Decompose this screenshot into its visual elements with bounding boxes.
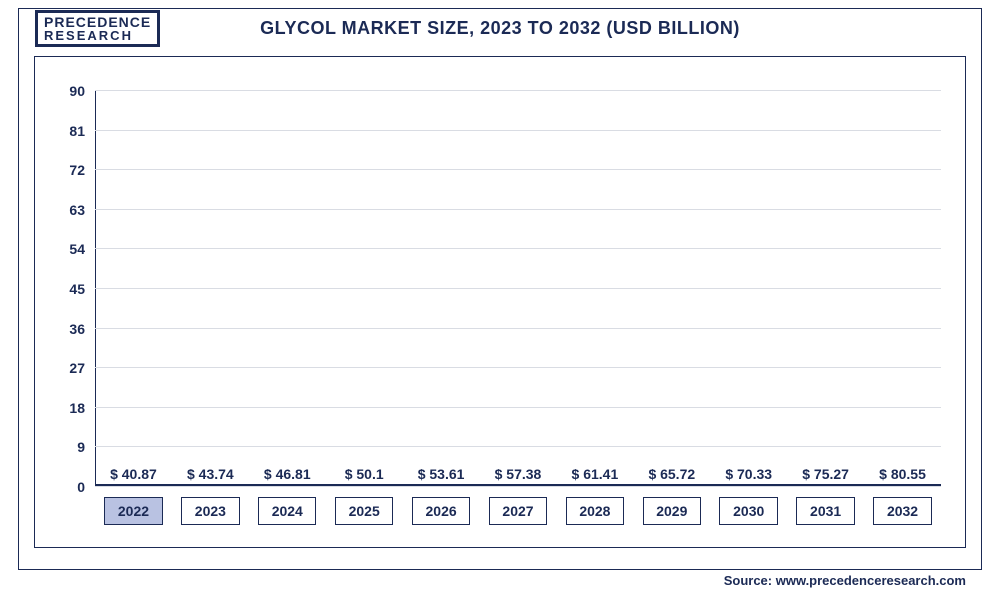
- x-category-label: 2028: [566, 497, 624, 525]
- y-tick-label: 63: [69, 202, 85, 218]
- x-slot: 2032: [864, 495, 941, 527]
- x-category-label: 2032: [873, 497, 931, 525]
- x-category-label: 2030: [719, 497, 777, 525]
- y-tick-label: 9: [77, 439, 85, 455]
- gridline: [95, 367, 941, 368]
- y-tick-label: 45: [69, 281, 85, 297]
- y-axis: 09182736455463728190: [35, 91, 95, 487]
- plot-area: $ 40.87 $ 43.74 $ 46.81 $ 50.1 $ 53.61 $ 57.3…: [95, 91, 941, 487]
- y-tick-label: 90: [69, 83, 85, 99]
- x-category-label: 2026: [412, 497, 470, 525]
- y-tick-label: 27: [69, 360, 85, 376]
- x-slot: 2028: [556, 495, 633, 527]
- x-slot: 2025: [326, 495, 403, 527]
- x-category-label: 2027: [489, 497, 547, 525]
- chart-frame: 0 9 18 27 36 45 54 63 72 81 90 $ 40.87 $ 43.74 $ 46.…: [34, 56, 966, 548]
- gridline: [95, 288, 941, 289]
- x-category-label: 2024: [258, 497, 316, 525]
- gridline: [95, 328, 941, 329]
- x-category-label: 2025: [335, 497, 393, 525]
- x-slot: 2023: [172, 495, 249, 527]
- gridline: [95, 486, 941, 487]
- y-tick-label: 54: [69, 241, 85, 257]
- y-tick-label: 36: [69, 321, 85, 337]
- bar-value-label: $ 53.61: [418, 466, 465, 482]
- bar-value-label: $ 61.41: [572, 466, 619, 482]
- gridline: [95, 446, 941, 447]
- gridline: [95, 407, 941, 408]
- y-tick-label: 72: [69, 162, 85, 178]
- bar-value-label: $ 80.55: [879, 466, 926, 482]
- x-slot: 2029: [633, 495, 710, 527]
- bar-value-label: $ 65.72: [648, 466, 695, 482]
- x-category-label: 2023: [181, 497, 239, 525]
- source-attribution: Source: www.precedenceresearch.com: [724, 573, 966, 588]
- y-tick-label: 0: [77, 479, 85, 495]
- x-axis: 2022 2023 2024 2025 2026 2027 2028 2029 2030 2031…: [95, 495, 941, 527]
- gridline: [95, 248, 941, 249]
- bar-value-label: $ 43.74: [187, 466, 234, 482]
- gridline: [95, 169, 941, 170]
- x-slot: 2027: [480, 495, 557, 527]
- y-tick-label: 18: [69, 400, 85, 416]
- x-slot: 2022: [95, 495, 172, 527]
- y-tick-label: 81: [69, 123, 85, 139]
- bars-container: $ 40.87 $ 43.74 $ 46.81 $ 50.1 $ 53.61 $ 57.3…: [95, 91, 941, 487]
- gridline: [95, 209, 941, 210]
- chart-title: GLYCOL MARKET SIZE, 2023 TO 2032 (USD BI…: [0, 18, 1000, 39]
- x-slot: 2024: [249, 495, 326, 527]
- x-slot: 2026: [403, 495, 480, 527]
- x-slot: 2031: [787, 495, 864, 527]
- bar-value-label: $ 40.87: [110, 466, 157, 482]
- gridline: [95, 90, 941, 91]
- bar-value-label: $ 46.81: [264, 466, 311, 482]
- bar-value-label: $ 50.1: [345, 466, 384, 482]
- x-category-label: 2029: [643, 497, 701, 525]
- bar-value-label: $ 70.33: [725, 466, 772, 482]
- bar-value-label: $ 75.27: [802, 466, 849, 482]
- x-category-label: 2022: [104, 497, 162, 525]
- gridline: [95, 130, 941, 131]
- x-slot: 2030: [710, 495, 787, 527]
- bar-value-label: $ 57.38: [495, 466, 542, 482]
- x-category-label: 2031: [796, 497, 854, 525]
